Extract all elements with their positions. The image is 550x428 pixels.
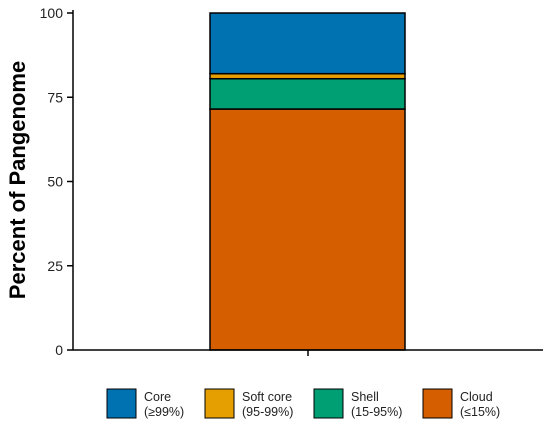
legend-range-core: (≥99%): [144, 405, 184, 419]
legend-range-cloud: (≤15%): [460, 405, 500, 419]
plot-area: [209, 12, 406, 351]
y-axis-label: Percent of Pangenome: [5, 61, 30, 299]
legend-swatch-shell: [313, 388, 344, 419]
y-tick-label: 0: [55, 342, 63, 358]
legend-label-cloud: Cloud: [460, 390, 493, 404]
legend-label-core: Core: [144, 390, 171, 404]
y-tick-label: 75: [47, 89, 63, 105]
y-axis-ticks: 0 25 50 75 100: [40, 5, 73, 358]
legend-swatch-cloud: [422, 388, 453, 419]
legend-range-shell: (15-95%): [351, 405, 402, 419]
legend: Core(≥99%) Soft core(95-99%) Shell(15-95%)…: [106, 388, 500, 419]
legend-range-soft-core: (95-99%): [242, 405, 293, 419]
bar-segment-soft-core: [209, 72, 406, 80]
y-tick-label: 100: [40, 5, 64, 21]
y-tick-label: 50: [47, 174, 63, 190]
legend-label-shell: Shell: [351, 390, 379, 404]
legend-swatch-soft-core: [204, 388, 235, 419]
legend-label-soft-core: Soft core: [242, 390, 292, 404]
legend-swatch-core: [106, 388, 137, 419]
y-tick-label: 25: [47, 258, 63, 274]
bar-segment-core: [209, 12, 406, 75]
bar-segment-shell: [209, 77, 406, 110]
bar-segment-cloud: [209, 108, 406, 351]
